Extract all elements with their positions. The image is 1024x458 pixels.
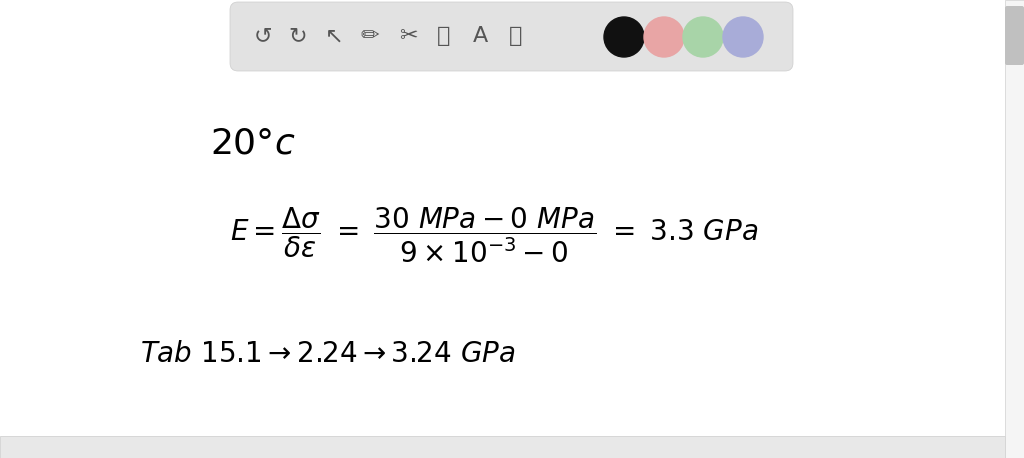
Text: $\mathit{Tab}\ 15.1 \rightarrow 2.24 \rightarrow 3.24\ \mathit{GPa}$: $\mathit{Tab}\ 15.1 \rightarrow 2.24 \ri… <box>140 340 515 368</box>
Text: ⟋: ⟋ <box>437 27 451 47</box>
Text: $\mathit{E} = \dfrac{\Delta\sigma}{\delta\varepsilon}\ =\ \dfrac{30\ \mathit{MPa: $\mathit{E} = \dfrac{\Delta\sigma}{\delt… <box>230 205 758 265</box>
Text: ↺: ↺ <box>254 27 272 47</box>
FancyBboxPatch shape <box>230 2 793 71</box>
Bar <box>1005 0 1024 458</box>
Bar <box>0 436 1005 458</box>
Circle shape <box>604 17 644 57</box>
Text: ↖: ↖ <box>325 27 343 47</box>
Circle shape <box>644 17 684 57</box>
Text: ↻: ↻ <box>289 27 307 47</box>
Circle shape <box>723 17 763 57</box>
FancyBboxPatch shape <box>1005 6 1024 65</box>
Text: ✂: ✂ <box>398 27 418 47</box>
Text: A: A <box>472 27 487 47</box>
Text: ✏: ✏ <box>360 27 379 47</box>
Circle shape <box>683 17 723 57</box>
Text: ⛰: ⛰ <box>509 27 522 47</box>
Text: $20°c$: $20°c$ <box>210 127 295 161</box>
